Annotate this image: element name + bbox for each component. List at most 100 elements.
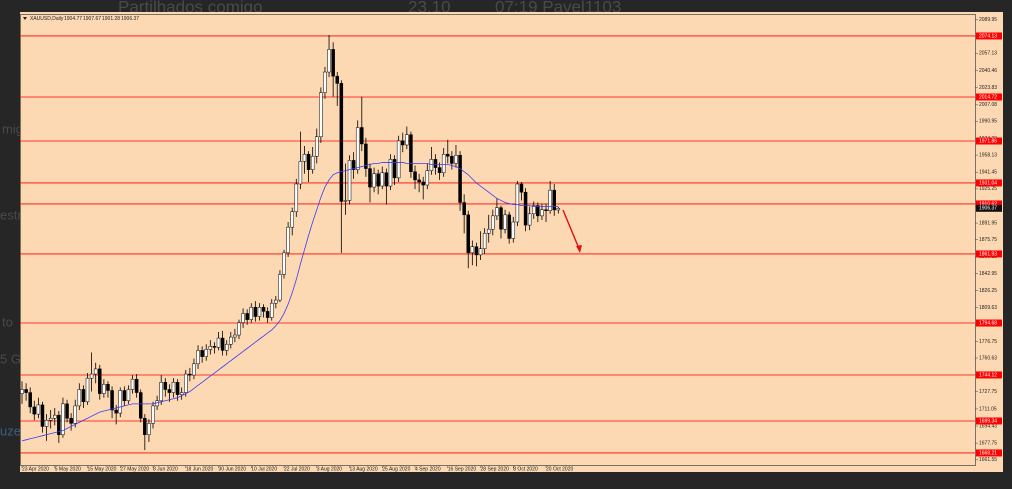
candle-body (556, 208, 561, 211)
candle-body (429, 159, 434, 171)
y-tick-label: 1958.13 (979, 152, 997, 158)
candle-body (253, 307, 258, 317)
candle-body (400, 140, 405, 146)
candle-body (306, 153, 311, 170)
candle-body (134, 378, 139, 393)
collapse-icon[interactable] (23, 17, 27, 20)
candle-body (302, 153, 307, 162)
x-tick-label: 4 Sep 2020 (415, 466, 441, 472)
candle-body (523, 191, 528, 226)
candle-body (208, 346, 213, 350)
candle-body (360, 127, 364, 145)
candle-body (114, 409, 118, 414)
candle-body (32, 406, 37, 415)
y-tick-label: 2023.83 (979, 85, 997, 91)
candle-body (552, 189, 556, 211)
candle-body (491, 215, 495, 230)
y-tick-label: 2007.08 (979, 102, 997, 108)
candle-body (343, 200, 348, 202)
candle-body (503, 214, 507, 230)
y-tick-label: 1990.95 (979, 119, 997, 125)
ohlc-low: 1901.28 (102, 16, 120, 22)
candle-body (220, 337, 225, 351)
bg-text: uzer (0, 423, 26, 438)
candle-body (425, 170, 430, 186)
ohlc-open: 1904.77 (64, 16, 82, 22)
candle-body (188, 373, 192, 376)
y-tick-label: 1875.75 (979, 237, 997, 243)
arrow (562, 209, 581, 252)
candle-body (294, 183, 299, 213)
candle-body (53, 414, 57, 419)
candle-body (40, 404, 45, 427)
candle-body (184, 373, 188, 393)
x-tick-label: 16 Sep 2020 (448, 466, 477, 472)
candle-body (478, 248, 483, 256)
level-label: 2074.13 (979, 33, 997, 39)
x-tick-label: 28 Sep 2020 (481, 466, 510, 472)
candle-body (499, 207, 503, 230)
candle-body (89, 373, 94, 379)
candle-body (163, 382, 168, 390)
candle-body (249, 307, 254, 320)
candle-body (212, 346, 217, 348)
chart-title: XAUUSD,Daily (30, 16, 64, 22)
x-tick-label: 27 May 2020 (120, 466, 149, 472)
candle-body (437, 167, 442, 173)
candle-body (179, 392, 184, 395)
bg-text: 5 Gi (0, 351, 24, 366)
level-label-bg (976, 179, 1002, 187)
candle-body (319, 92, 323, 138)
candle-body (486, 228, 491, 234)
candle-body (417, 179, 421, 183)
candle-body (241, 313, 245, 323)
y-tick-label: 1727.75 (979, 389, 997, 395)
candle-body (126, 389, 131, 402)
candle-body (48, 417, 53, 421)
level-label: 1699.34 (979, 418, 997, 424)
x-tick-label: 15 May 2020 (88, 466, 117, 472)
candle-body (384, 172, 389, 187)
candle-body (24, 389, 28, 393)
candle-body (331, 49, 335, 77)
candle-body (433, 159, 438, 168)
candle-body (65, 403, 69, 419)
candle-body (57, 414, 61, 435)
moving-average (21, 162, 559, 442)
candle-body (527, 213, 532, 226)
ohlc-close: 1906.37 (121, 16, 139, 22)
bg-text: to (2, 314, 13, 329)
candle-body (470, 246, 475, 254)
x-tick-label: 23 Apr 2020 (22, 466, 49, 472)
candle-body (335, 75, 339, 84)
x-tick-label: 3 Aug 2020 (317, 466, 343, 472)
candle-body (265, 311, 270, 318)
candle-body (20, 389, 24, 394)
candle-body (351, 160, 356, 170)
level-label-bg (976, 371, 1002, 379)
level-label-bg (976, 250, 1002, 258)
candle-body (171, 382, 176, 393)
candle-body (81, 389, 86, 403)
candle-body (519, 183, 524, 193)
candle-body (454, 155, 458, 164)
x-tick-label: 22 Jul 2020 (284, 466, 310, 472)
level-label: 1668.21 (979, 450, 997, 456)
level-label-bg (976, 32, 1002, 40)
candle-body (495, 207, 499, 217)
x-tick-label: 20 Oct 2020 (546, 466, 573, 472)
bg-text: mig (2, 121, 23, 136)
candle-body (118, 390, 123, 414)
candle-body (368, 168, 372, 188)
candle-body (274, 299, 278, 304)
candle-body (192, 363, 196, 376)
x-tick-label: 25 Aug 2020 (382, 466, 410, 472)
candle-body (540, 209, 544, 217)
candle-body (327, 49, 331, 73)
y-tick-label: 1776.75 (979, 339, 997, 345)
candle-body (544, 209, 548, 211)
candle-body (159, 382, 163, 402)
candle-body (122, 390, 127, 402)
candle-body (364, 143, 368, 169)
